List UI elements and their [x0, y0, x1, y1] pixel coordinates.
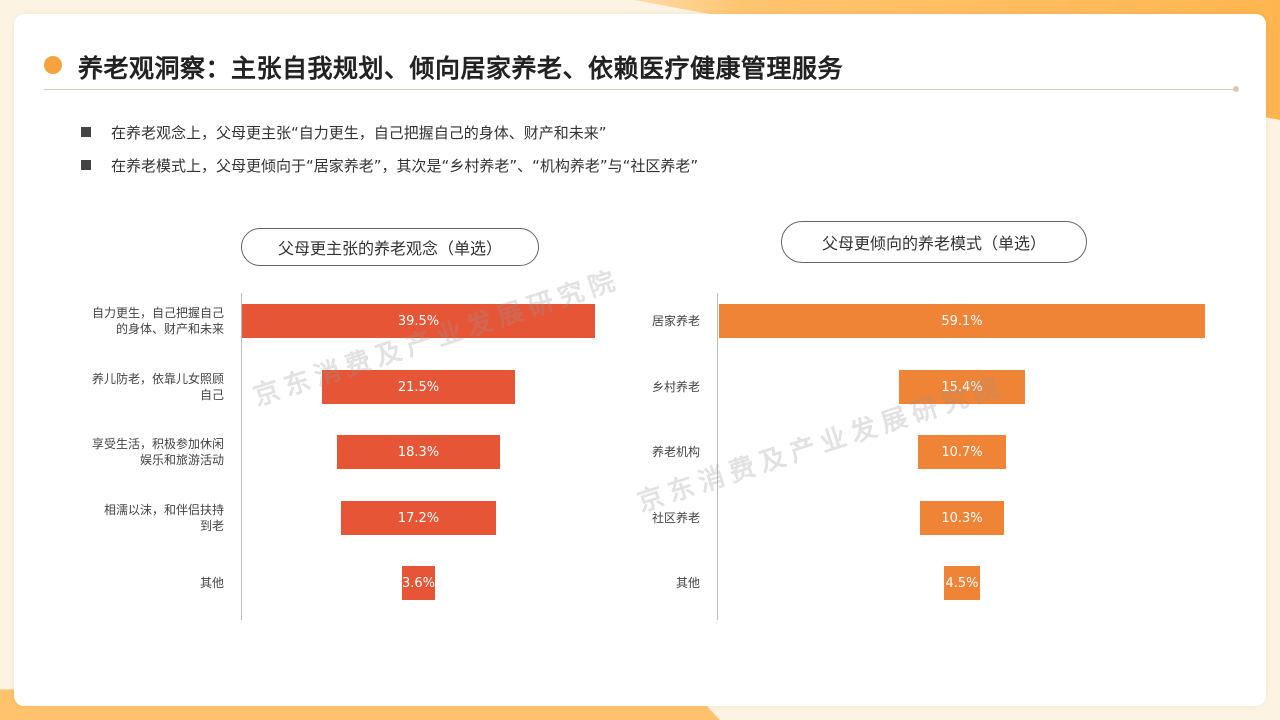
bar-value-label: 21.5%: [397, 379, 440, 395]
chart-bar: 3.6%: [401, 566, 435, 600]
category-label: 享受生活，积极参加休闲 娱乐和旅游活动: [91, 437, 224, 467]
bullet-item-2: 在养老模式上，父母更倾向于“居家养老”，其次是“乡村养老”、“机构养老”与“社区…: [81, 155, 698, 176]
chart-bar: 10.3%: [919, 501, 1005, 535]
slide-card: [14, 14, 1266, 706]
bar-value-label: 3.6%: [401, 575, 435, 591]
chart-bar: 59.1%: [719, 304, 1205, 338]
category-label: 其他: [199, 576, 224, 590]
category-label: 相濡以沫，和伴侣扶持 到老: [103, 503, 224, 533]
left-chart-axis: [241, 293, 242, 620]
category-label: 自力更生，自己把握自己 的身体、财产和未来: [91, 306, 224, 336]
bar-value-label: 10.3%: [941, 510, 983, 526]
right-chart-title-text: 父母更倾向的养老模式（单选）: [821, 234, 1046, 253]
bar-value-label: 10.7%: [941, 444, 983, 460]
category-label: 养儿防老，依靠儿女照顾 自己: [91, 372, 224, 402]
bullet-text: 在养老模式上，父母更倾向于“居家养老”，其次是“乡村养老”、“机构养老”与“社区…: [111, 157, 699, 175]
title-divider-end-dot: [1233, 86, 1239, 92]
chart-bar: 39.5%: [241, 304, 596, 338]
chart-bar: 10.7%: [918, 435, 1006, 469]
category-label: 其他: [675, 576, 700, 590]
right-chart-title: 父母更倾向的养老模式（单选）: [781, 221, 1087, 263]
bar-value-label: 18.3%: [397, 444, 440, 460]
title-bullet-dot: [44, 56, 62, 74]
chart-bar: 4.5%: [943, 566, 981, 600]
chart-bar: 18.3%: [336, 435, 501, 469]
chart-bar: 21.5%: [322, 370, 515, 404]
bar-value-label: 59.1%: [941, 313, 983, 329]
bullet-text: 在养老观念上，父母更主张“自力更生，自己把握自己的身体、财产和未来”: [111, 124, 607, 142]
square-bullet-icon: [81, 160, 91, 170]
title-divider: [44, 89, 1236, 90]
bar-value-label: 15.4%: [941, 379, 983, 395]
bar-value-label: 4.5%: [945, 575, 979, 591]
bar-value-label: 17.2%: [397, 510, 440, 526]
bar-value-label: 39.5%: [397, 313, 440, 329]
chart-bar: 17.2%: [341, 501, 496, 535]
square-bullet-icon: [81, 127, 91, 137]
left-chart-title: 父母更主张的养老观念（单选）: [241, 228, 539, 266]
category-label: 社区养老: [651, 511, 700, 525]
page-title: 养老观洞察：主张自我规划、倾向居家养老、依赖医疗健康管理服务: [78, 54, 844, 83]
chart-bar: 15.4%: [898, 370, 1026, 404]
category-label: 养老机构: [651, 445, 700, 459]
right-chart-axis: [717, 293, 718, 620]
category-label: 乡村养老: [651, 380, 700, 394]
category-label: 居家养老: [651, 314, 700, 328]
left-chart-title-text: 父母更主张的养老观念（单选）: [277, 239, 502, 258]
bullet-item-1: 在养老观念上，父母更主张“自力更生，自己把握自己的身体、财产和未来”: [81, 122, 607, 143]
